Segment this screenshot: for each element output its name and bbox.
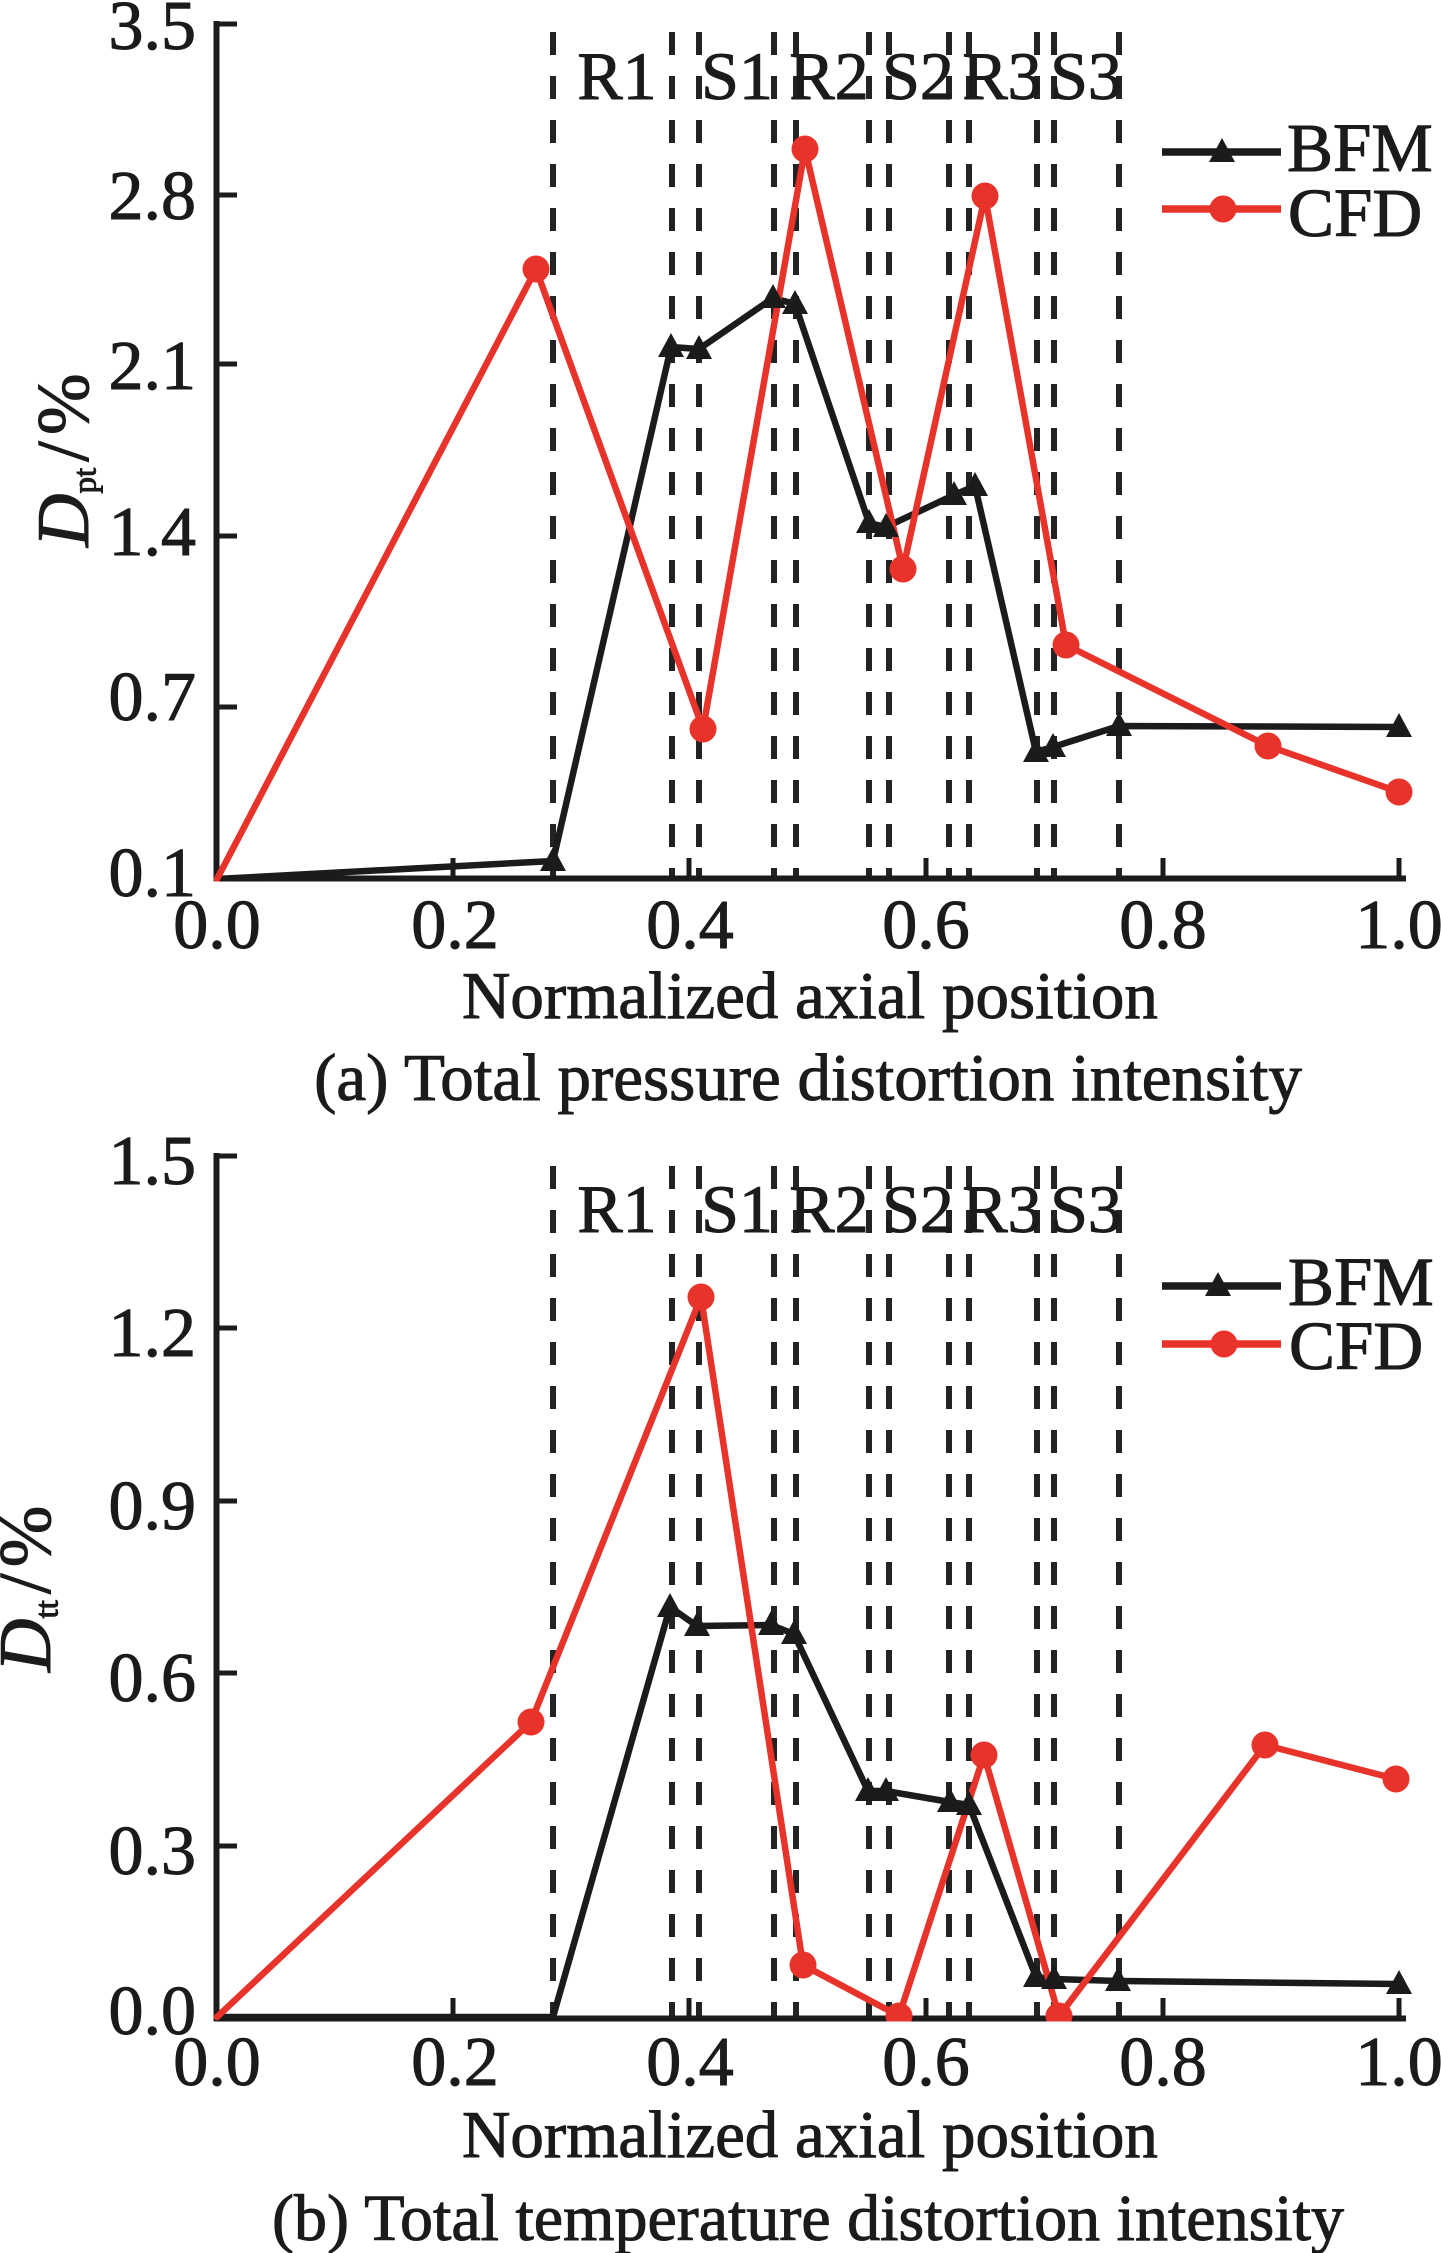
svg-text:R2: R2 [789, 1171, 868, 1247]
svg-text:S2: S2 [882, 1171, 954, 1247]
svg-text:2.8: 2.8 [109, 158, 197, 235]
svg-text:S2: S2 [882, 38, 954, 114]
svg-text:S1: S1 [701, 1171, 773, 1247]
svg-text:S1: S1 [701, 38, 773, 114]
svg-text:Normalized axial position: Normalized axial position [462, 2098, 1158, 2172]
svg-text:0.9: 0.9 [109, 1468, 197, 1545]
svg-text:0.8: 0.8 [1119, 887, 1207, 964]
svg-text:Dtt / %: Dtt / % [0, 1506, 67, 1673]
svg-text:0.6: 0.6 [109, 1640, 197, 1717]
svg-text:R3: R3 [962, 1171, 1041, 1247]
svg-text:1.5: 1.5 [109, 1123, 197, 1200]
svg-text:R1: R1 [577, 1171, 656, 1247]
svg-text:CFD: CFD [1289, 1308, 1423, 1384]
svg-text:(b) Total temperature distorti: (b) Total temperature distortion intensi… [272, 2182, 1344, 2253]
svg-text:1.0: 1.0 [1355, 887, 1441, 964]
svg-text:1.2: 1.2 [109, 1295, 197, 1372]
svg-text:0.6: 0.6 [882, 2024, 970, 2101]
svg-text:(a) Total pressure distortion: (a) Total pressure distortion intensity [314, 1041, 1302, 1115]
svg-text:0.7: 0.7 [109, 659, 197, 736]
svg-text:2.1: 2.1 [109, 328, 197, 405]
svg-text:S3: S3 [1050, 1171, 1122, 1247]
svg-text:BFM: BFM [1288, 1244, 1434, 1320]
svg-text:0.0: 0.0 [109, 1973, 197, 2050]
svg-text:3.5: 3.5 [109, 0, 197, 65]
svg-text:0.0: 0.0 [173, 887, 261, 964]
svg-text:R3: R3 [962, 38, 1041, 114]
svg-text:1.4: 1.4 [109, 494, 197, 571]
svg-text:R1: R1 [577, 38, 656, 114]
svg-text:0.2: 0.2 [411, 887, 499, 964]
svg-text:S3: S3 [1050, 38, 1122, 114]
svg-text:BFM: BFM [1287, 110, 1433, 186]
svg-text:0.2: 0.2 [411, 2024, 499, 2101]
svg-text:0.4: 0.4 [646, 887, 734, 964]
svg-text:CFD: CFD [1288, 175, 1422, 251]
svg-text:0.6: 0.6 [882, 887, 970, 964]
svg-text:0.8: 0.8 [1119, 2024, 1207, 2101]
svg-text:1.0: 1.0 [1355, 2024, 1441, 2101]
svg-text:Normalized axial position: Normalized axial position [462, 959, 1158, 1033]
svg-text:R2: R2 [789, 38, 868, 114]
svg-text:Dpt / %: Dpt / % [23, 373, 105, 548]
svg-text:0.0: 0.0 [173, 2024, 261, 2101]
svg-text:0.4: 0.4 [646, 2024, 734, 2101]
svg-text:0.1: 0.1 [109, 835, 197, 912]
svg-text:0.3: 0.3 [109, 1813, 197, 1890]
